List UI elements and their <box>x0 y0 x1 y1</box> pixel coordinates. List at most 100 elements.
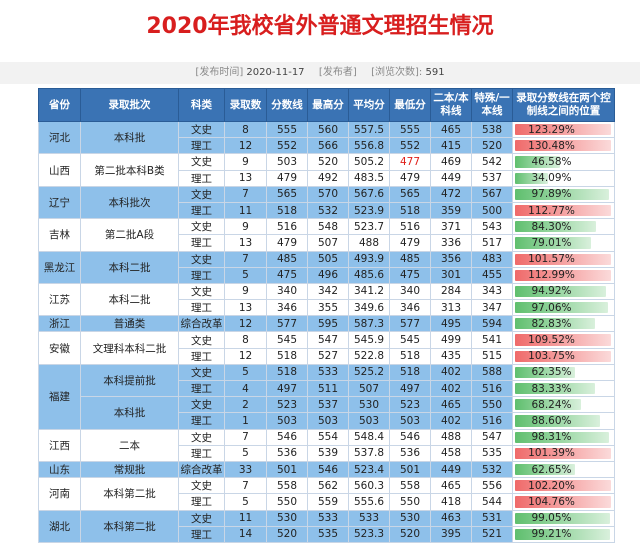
avg-score-cell: 587.3 <box>348 315 390 333</box>
table-row: 浙江 普通类 综合改革 12 577 595 587.3 577 495 594 82.83% <box>38 315 615 333</box>
table-body: 河北 本科批 文史 8 555 560 557.5 555 465 538 123.29% 理工 12 5… <box>38 120 615 543</box>
avg-score-cell: 522.8 <box>348 347 390 365</box>
header-min-score: 最低分 <box>389 88 431 122</box>
table-row: 理工 13 479 492 483.5 479 449 537 34.09% <box>39 169 615 187</box>
control-line-1-cell: 500 <box>471 201 513 220</box>
category-cell: 理工 <box>178 299 225 317</box>
max-score-cell: 511 <box>307 379 349 398</box>
header-admitted: 录取数 <box>224 88 267 122</box>
position-bar-cell: 97.06% <box>512 299 615 317</box>
province-cell: 江苏 <box>38 282 81 317</box>
control-line-2-cell: 499 <box>430 331 472 349</box>
avg-score-cell: 537.8 <box>348 444 390 462</box>
position-value: 101.57% <box>528 253 575 266</box>
max-score-cell: 503 <box>307 412 349 430</box>
min-score-cell: 477 <box>389 153 431 171</box>
control-line-2-cell: 488 <box>430 428 472 446</box>
control-line-1-cell: 550 <box>471 396 513 414</box>
control-line-1-cell: 544 <box>471 493 513 511</box>
min-score-cell: 520 <box>389 525 431 543</box>
header-avg-score: 平均分 <box>348 88 390 122</box>
category-cell: 文史 <box>178 250 225 268</box>
score-line-cell: 546 <box>266 428 308 446</box>
control-line-1-cell: 567 <box>471 185 513 203</box>
avg-score-cell: 503 <box>348 412 390 430</box>
max-score-cell: 554 <box>307 428 349 446</box>
max-score-cell: 507 <box>307 234 349 252</box>
score-line-cell: 555 <box>266 120 308 139</box>
score-line-cell: 523 <box>266 396 308 414</box>
admitted-count-cell: 12 <box>224 315 267 333</box>
min-score-cell: 485 <box>389 250 431 268</box>
position-bar-cell: 104.76% <box>512 493 615 511</box>
category-cell: 文史 <box>178 363 225 382</box>
avg-score-cell: 483.5 <box>348 169 390 187</box>
avg-score-cell: 485.6 <box>348 266 390 284</box>
batch-cell: 本科提前批 <box>80 363 179 398</box>
control-line-1-cell: 594 <box>471 315 513 333</box>
score-line-cell: 503 <box>266 412 308 430</box>
avg-score-cell: 567.6 <box>348 185 390 203</box>
avg-score-cell: 530 <box>348 396 390 414</box>
max-score-cell: 539 <box>307 444 349 462</box>
avg-score-cell: 523.4 <box>348 460 390 479</box>
category-cell: 综合改革 <box>178 315 225 333</box>
category-cell: 理工 <box>178 137 225 155</box>
control-line-1-cell: 538 <box>471 120 513 139</box>
position-bar-cell: 98.31% <box>512 428 615 446</box>
position-value: 68.24% <box>531 398 572 411</box>
position-value: 101.39% <box>528 447 575 460</box>
category-cell: 文史 <box>178 428 225 446</box>
header-score-line: 分数线 <box>266 88 308 122</box>
control-line-1-cell: 516 <box>471 379 513 398</box>
score-line-cell: 503 <box>266 153 308 171</box>
category-cell: 理工 <box>178 201 225 220</box>
position-bar-cell: 99.05% <box>512 509 615 527</box>
score-line-cell: 545 <box>266 331 308 349</box>
position-bar-cell: 46.58% <box>512 153 615 171</box>
control-line-2-cell: 301 <box>430 266 472 284</box>
admitted-count-cell: 13 <box>224 169 267 187</box>
score-line-cell: 520 <box>266 525 308 543</box>
admitted-count-cell: 14 <box>224 525 267 543</box>
score-line-cell: 550 <box>266 493 308 511</box>
admitted-count-cell: 4 <box>224 379 267 398</box>
control-line-1-cell: 532 <box>471 460 513 479</box>
position-bar-cell: 79.01% <box>512 234 615 252</box>
max-score-cell: 566 <box>307 137 349 155</box>
province-cell: 吉林 <box>38 218 81 252</box>
position-value: 109.52% <box>528 334 575 347</box>
min-score-cell: 518 <box>389 347 431 365</box>
admission-table: 省份 录取批次 科类 录取数 分数线 最高分 平均分 最低分 二本/本科线 特殊… <box>38 88 615 543</box>
category-cell: 理工 <box>178 444 225 462</box>
control-line-2-cell: 463 <box>430 509 472 527</box>
control-line-2-cell: 449 <box>430 169 472 187</box>
avg-score-cell: 555.6 <box>348 493 390 511</box>
control-line-1-cell: 531 <box>471 509 513 527</box>
publish-time-label: [发布时间] <box>195 67 244 78</box>
score-line-cell: 340 <box>266 282 308 301</box>
control-line-1-cell: 541 <box>471 331 513 349</box>
control-line-2-cell: 371 <box>430 218 472 236</box>
category-cell: 文史 <box>178 331 225 349</box>
score-line-cell: 530 <box>266 509 308 527</box>
position-bar <box>515 253 611 265</box>
avg-score-cell: 556.8 <box>348 137 390 155</box>
position-value: 34.09% <box>531 172 572 185</box>
admitted-count-cell: 5 <box>224 493 267 511</box>
max-score-cell: 570 <box>307 185 349 203</box>
avg-score-cell: 560.3 <box>348 477 390 495</box>
batch-cell: 本科二批 <box>80 282 179 317</box>
province-cell: 山西 <box>38 153 81 187</box>
avg-score-cell: 507 <box>348 379 390 398</box>
min-score-cell: 552 <box>389 137 431 155</box>
control-line-2-cell: 359 <box>430 201 472 220</box>
admitted-count-cell: 7 <box>224 250 267 268</box>
header-category: 科类 <box>178 88 225 122</box>
position-bar-cell: 101.57% <box>512 250 615 268</box>
position-bar <box>515 350 611 362</box>
score-line-cell: 485 <box>266 250 308 268</box>
max-score-cell: 546 <box>307 460 349 479</box>
position-bar-cell: 130.48% <box>512 137 615 155</box>
control-line-2-cell: 469 <box>430 153 472 171</box>
